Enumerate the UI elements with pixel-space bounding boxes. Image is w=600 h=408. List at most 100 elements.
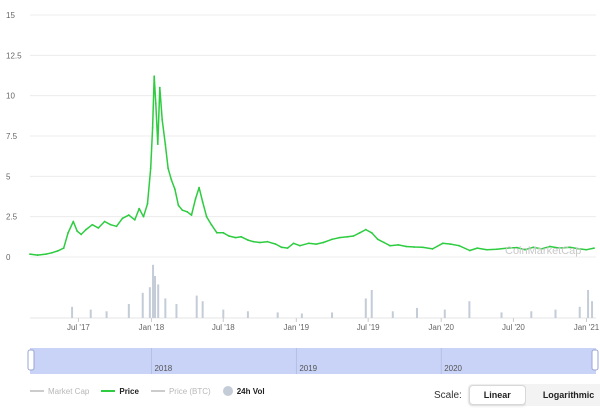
price-point [154, 102, 157, 105]
price-point [161, 118, 164, 121]
price-line-icon [101, 390, 116, 392]
price-point [62, 247, 65, 250]
navigator-ticks: 2018 2019 2020 [151, 348, 463, 374]
price-point [370, 231, 373, 234]
volume-bar [164, 298, 167, 318]
legend-market-cap[interactable]: Market Cap [30, 387, 89, 396]
price-point [146, 202, 149, 205]
volume-bar [222, 309, 225, 318]
price-point [97, 227, 100, 229]
volume-bar [105, 311, 108, 318]
x-tick-label: Jan '19 [284, 323, 310, 332]
volume-bar [468, 301, 471, 318]
legend-24h-vol[interactable]: 24h Vol [222, 386, 265, 396]
price-series [29, 75, 595, 256]
price-point [413, 246, 416, 248]
volume-bar [157, 284, 160, 318]
volume-bar [152, 264, 155, 318]
volume-bars [71, 264, 594, 318]
price-point [198, 186, 200, 189]
volume-bar [331, 312, 334, 318]
price-point [181, 209, 184, 212]
price-point [85, 228, 87, 231]
price-point [72, 220, 75, 223]
volume-bar [415, 307, 418, 318]
volume-bar [89, 309, 92, 318]
x-tick-label: Jan '20 [428, 323, 454, 332]
price-point [593, 247, 595, 250]
volume-bar [578, 306, 581, 318]
price-point [153, 75, 156, 78]
price-point [67, 231, 70, 234]
volume-bar [71, 306, 74, 318]
volume-bar [300, 313, 303, 318]
price-point [299, 244, 301, 247]
legend-label: Price [119, 386, 139, 396]
legend-price-btc[interactable]: Price (BTC) [150, 386, 211, 396]
navigator-tick-label: 2018 [154, 364, 172, 373]
volume-bar [141, 292, 144, 318]
price-line [29, 75, 595, 256]
volume-bar [587, 290, 590, 318]
legend-label: 24h Vol [236, 386, 265, 396]
price-point [549, 245, 551, 248]
price-point [138, 207, 141, 210]
price-point [252, 240, 255, 243]
price-point [292, 242, 295, 245]
price-point [397, 244, 400, 246]
price-point [364, 228, 367, 231]
price-point [173, 188, 176, 191]
price-point [234, 236, 237, 239]
price-point [516, 246, 518, 249]
price-point [258, 241, 261, 244]
price-point [441, 242, 444, 245]
volume-bar [500, 312, 503, 318]
volume-bar [443, 309, 446, 318]
volume-dot-icon [222, 386, 233, 396]
scale-logarithmic-button[interactable]: Logarithmic [525, 385, 600, 405]
price-point [151, 127, 154, 129]
scale-selector: Scale: Linear Logarithmic [434, 384, 600, 406]
price-point [383, 241, 385, 244]
scale-linear-button[interactable]: Linear [468, 385, 526, 405]
price-point [338, 236, 341, 239]
price-point [558, 247, 561, 250]
price-point [274, 243, 277, 245]
price-point [568, 246, 571, 249]
y-tick-label: 5 [6, 172, 11, 181]
price-point [103, 220, 106, 223]
price-point [194, 198, 197, 200]
price-point [205, 215, 208, 218]
x-tick-label: Jul '19 [357, 323, 380, 332]
price-point [170, 178, 173, 181]
price-point [115, 225, 118, 228]
y-axis-ticks: 0 2.5 5 7.5 10 12.5 15 [6, 11, 22, 262]
market-cap-line-icon [30, 390, 44, 392]
range-navigator[interactable]: 2018 2019 2020 [27, 348, 599, 374]
price-point [405, 245, 408, 248]
y-tick-label: 10 [6, 92, 15, 101]
price-point [376, 238, 379, 241]
x-tick-label: Jan '21 [574, 323, 600, 332]
volume-bar [276, 312, 279, 318]
price-point [56, 249, 59, 252]
price-point [532, 246, 535, 249]
navigator-selection[interactable] [30, 348, 596, 374]
legend-label: Price (BTC) [168, 386, 211, 396]
navigator-right-handle[interactable] [591, 349, 599, 371]
price-point [142, 215, 145, 218]
volume-bar [370, 290, 373, 318]
price-point [127, 214, 130, 216]
price-btc-line-icon [150, 390, 165, 392]
price-point [458, 244, 460, 247]
legend-price[interactable]: Price [101, 387, 139, 396]
navigator-left-handle[interactable] [27, 349, 35, 371]
price-point [247, 239, 249, 241]
volume-bar [175, 304, 178, 318]
price-point [50, 251, 53, 254]
price-point [36, 254, 39, 256]
price-point [506, 247, 508, 250]
volume-bar [554, 309, 557, 318]
price-point [389, 244, 391, 247]
price-point [280, 246, 283, 249]
